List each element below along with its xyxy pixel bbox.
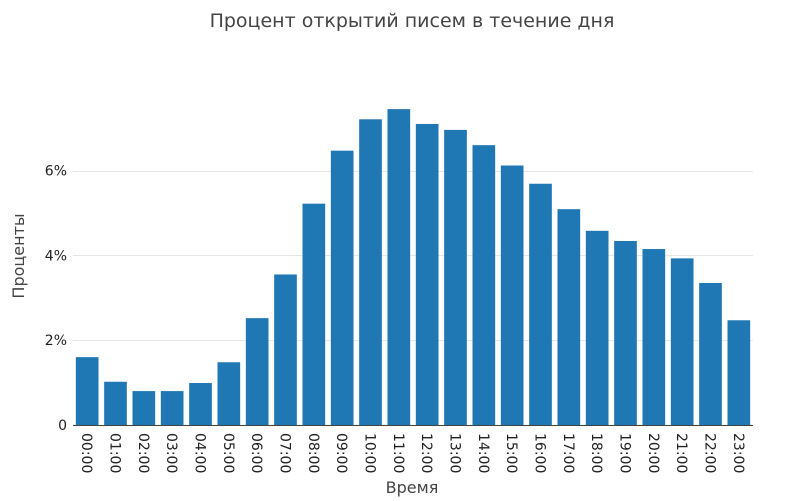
bar-12-00 [415, 123, 439, 426]
bar-22-00 [699, 282, 722, 425]
x-tick-label: 18:00 [588, 433, 604, 473]
bar-11-00 [387, 109, 411, 426]
x-tick-label: 08:00 [305, 433, 321, 473]
bar-08-00 [302, 203, 326, 425]
y-tick-label: 4% [45, 248, 67, 264]
x-tick-label: 16:00 [532, 433, 548, 473]
bar-09-00 [330, 150, 354, 425]
x-axis-title: Время [386, 478, 439, 497]
bar-16-00 [529, 183, 552, 425]
x-tick-label: 14:00 [475, 433, 491, 473]
bar-18-00 [585, 230, 609, 425]
y-axis-title: Проценты [9, 213, 28, 298]
x-tick-label: 00:00 [78, 433, 94, 473]
x-tick-label: 15:00 [503, 433, 519, 473]
x-tick-label: 13:00 [447, 433, 463, 473]
x-axis-ticks: 00:00 01:00 02:00 03:00 04:00 05:00 06:00 07:00… [78, 433, 746, 473]
bar-00-00 [75, 357, 99, 425]
x-tick-label: 17:00 [560, 433, 576, 473]
x-tick-label: 03:00 [163, 433, 179, 473]
y-tick-label: 2% [45, 333, 67, 349]
x-tick-label: 23:00 [730, 433, 746, 473]
bar-15-00 [500, 165, 524, 425]
y-tick-label: 6% [45, 164, 67, 180]
y-tick-label: 0 [58, 418, 67, 434]
bar-04-00 [189, 383, 212, 425]
bars [75, 109, 751, 426]
bar-19-00 [614, 240, 637, 425]
bar-10-00 [359, 119, 382, 426]
bar-13-00 [444, 129, 467, 425]
bar-20-00 [642, 249, 666, 425]
x-tick-label: 12:00 [418, 433, 434, 473]
bar-05-00 [217, 362, 241, 425]
x-tick-label: 19:00 [617, 433, 633, 473]
bar-02-00 [132, 391, 156, 425]
y-axis-ticks: 0 2% 4% 6% [45, 164, 67, 434]
x-tick-label: 01:00 [107, 433, 123, 473]
x-tick-label: 20:00 [645, 433, 661, 473]
chart-title: Процент открытий писем в течение дня [210, 10, 615, 32]
gridlines [73, 171, 753, 341]
bar-01-00 [104, 381, 127, 425]
bar-23-00 [727, 320, 751, 425]
bar-17-00 [557, 209, 581, 425]
x-tick-label: 04:00 [192, 433, 208, 473]
x-tick-label: 10:00 [362, 433, 378, 473]
bar-07-00 [274, 274, 297, 425]
x-tick-label: 06:00 [248, 433, 264, 473]
bar-21-00 [670, 258, 694, 425]
x-tick-label: 11:00 [390, 433, 406, 473]
bar-06-00 [245, 318, 269, 425]
bar-03-00 [160, 391, 184, 425]
x-tick-label: 05:00 [220, 433, 236, 473]
bar-14-00 [472, 145, 496, 425]
x-tick-label: 21:00 [673, 433, 689, 473]
x-tick-label: 09:00 [333, 433, 349, 473]
x-tick-label: 22:00 [702, 433, 718, 473]
x-tick-label: 02:00 [135, 433, 151, 473]
x-tick-label: 07:00 [277, 433, 293, 473]
